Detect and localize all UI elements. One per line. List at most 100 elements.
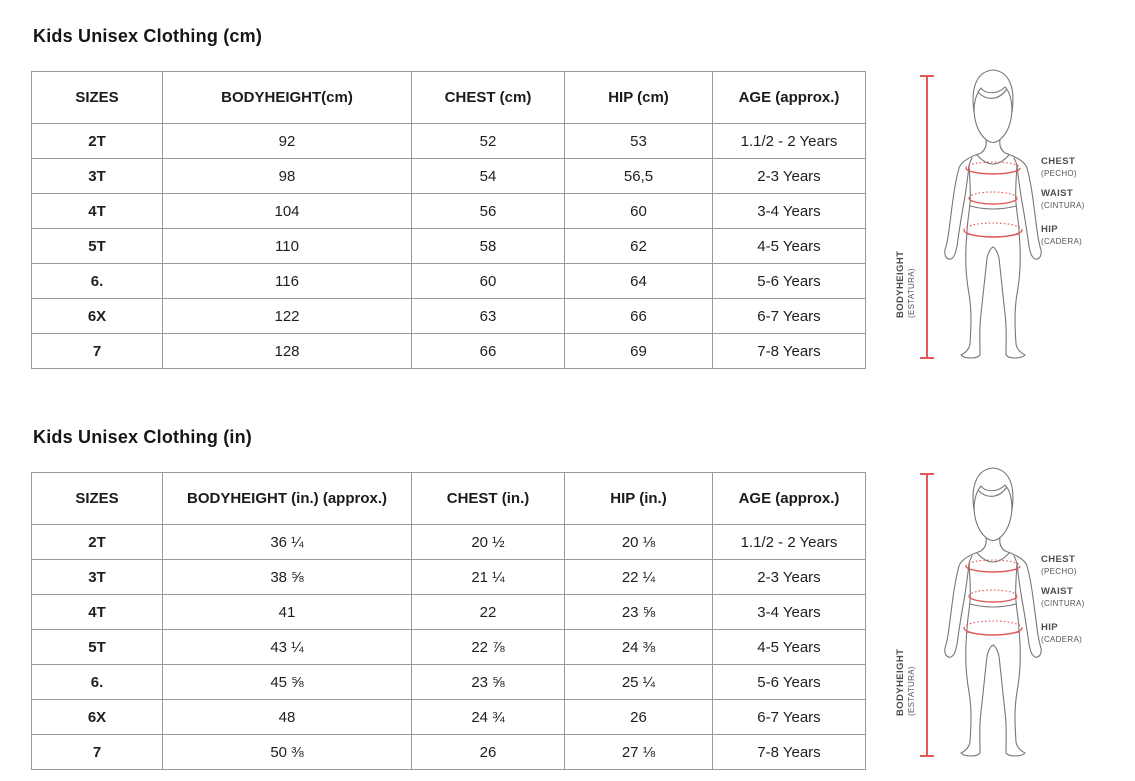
child-body-figure: BODYHEIGHT (ESTATURA)	[895, 69, 1084, 359]
waist-ring	[968, 589, 1018, 603]
hip-cell: 25 ¼	[564, 664, 713, 700]
size-cell: 7	[31, 333, 163, 369]
table-row: 4T 104 56 60 3-4 Years	[31, 193, 866, 229]
age-cell: 2-3 Years	[712, 158, 866, 194]
size-cell: 2T	[31, 123, 163, 159]
column-header-bodyheight: BODYHEIGHT(cm)	[162, 71, 412, 124]
age-cell: 4-5 Years	[712, 228, 866, 264]
size-cell: 6.	[31, 664, 163, 700]
bodyheight-cell: 122	[162, 298, 412, 334]
bodyheight-cell: 43 ¼	[162, 629, 412, 665]
header-row: SIZES BODYHEIGHT(cm) CHEST (cm) HIP (cm)…	[31, 71, 866, 124]
bodyheight-cell: 104	[162, 193, 412, 229]
age-cell: 7-8 Years	[712, 333, 866, 369]
header-row: SIZES BODYHEIGHT (in.) (approx.) CHEST (…	[31, 472, 866, 525]
waist-label: WAIST	[1041, 586, 1073, 597]
table-row: 7 128 66 69 7-8 Years	[31, 333, 866, 369]
size-cell: 4T	[31, 193, 163, 229]
hip-label: HIP	[1041, 622, 1058, 633]
column-header-sizes: SIZES	[31, 472, 163, 525]
chest-cell: 54	[411, 158, 565, 194]
hip-sublabel: (CADERA)	[1041, 237, 1082, 246]
hip-cell: 64	[564, 263, 713, 299]
age-cell: 1.1/2 - 2 Years	[712, 524, 866, 560]
table-row: 4T 41 22 23 ⅝ 3-4 Years	[31, 594, 866, 630]
waist-sublabel: (CINTURA)	[1041, 599, 1085, 608]
measurement-diagram-cm: BODYHEIGHT (ESTATURA)	[893, 60, 1135, 372]
age-cell: 3-4 Years	[712, 193, 866, 229]
age-cell: 6-7 Years	[712, 298, 866, 334]
age-cell: 4-5 Years	[712, 629, 866, 665]
bodyheight-sublabel: (ESTATURA)	[907, 666, 916, 716]
size-cell: 4T	[31, 594, 163, 630]
size-cell: 2T	[31, 524, 163, 560]
bodyheight-label: BODYHEIGHT	[895, 251, 906, 318]
table-row: 6X 122 63 66 6-7 Years	[31, 298, 866, 334]
chest-cell: 22	[411, 594, 565, 630]
chest-ring	[965, 161, 1021, 175]
section-cm: Kids Unisex Clothing (cm) SIZES BODYHEIG…	[31, 26, 866, 369]
column-header-chest: CHEST (cm)	[411, 71, 565, 124]
column-header-bodyheight: BODYHEIGHT (in.) (approx.)	[162, 472, 412, 525]
hip-cell: 60	[564, 193, 713, 229]
section-title-in: Kids Unisex Clothing (in)	[33, 427, 252, 447]
chest-cell: 60	[411, 263, 565, 299]
age-cell: 6-7 Years	[712, 699, 866, 735]
bodyheight-sublabel: (ESTATURA)	[907, 268, 916, 318]
chest-ring	[965, 559, 1021, 573]
bodyheight-cell: 110	[162, 228, 412, 264]
chest-cell: 63	[411, 298, 565, 334]
table-row: 5T 110 58 62 4-5 Years	[31, 228, 866, 264]
table-row: 3T 98 54 56,5 2-3 Years	[31, 158, 866, 194]
chest-cell: 26	[411, 734, 565, 770]
bodyheight-cell: 128	[162, 333, 412, 369]
table-row: 6X 48 24 ¾ 26 6-7 Years	[31, 699, 866, 735]
hip-cell: 56,5	[564, 158, 713, 194]
age-cell: 2-3 Years	[712, 559, 866, 595]
table-row: 2T 92 52 53 1.1/2 - 2 Years	[31, 123, 866, 159]
size-cell: 6X	[31, 699, 163, 735]
age-cell: 7-8 Years	[712, 734, 866, 770]
age-cell: 5-6 Years	[712, 664, 866, 700]
column-header-sizes: SIZES	[31, 71, 163, 124]
chest-cell: 66	[411, 333, 565, 369]
bodyheight-cell: 41	[162, 594, 412, 630]
bodyheight-measure-line	[920, 75, 934, 359]
age-cell: 5-6 Years	[712, 263, 866, 299]
hip-sublabel: (CADERA)	[1041, 635, 1082, 644]
body-outline	[944, 69, 1042, 359]
hip-cell: 62	[564, 228, 713, 264]
chest-cell: 23 ⅝	[411, 664, 565, 700]
size-cell: 6.	[31, 263, 163, 299]
chest-cell: 52	[411, 123, 565, 159]
chest-label: CHEST	[1041, 156, 1075, 167]
size-table-in: SIZES BODYHEIGHT (in.) (approx.) CHEST (…	[31, 472, 866, 770]
hip-ring	[963, 620, 1023, 636]
hip-cell: 24 ⅜	[564, 629, 713, 665]
size-cell: 3T	[31, 158, 163, 194]
waist-label: WAIST	[1041, 188, 1073, 199]
section-in: Kids Unisex Clothing (in) SIZES BODYHEIG…	[31, 427, 866, 770]
column-header-hip: HIP (in.)	[564, 472, 713, 525]
bodyheight-cell: 92	[162, 123, 412, 159]
chest-cell: 56	[411, 193, 565, 229]
hip-label: HIP	[1041, 224, 1058, 235]
chest-cell: 20 ½	[411, 524, 565, 560]
column-header-age: AGE (approx.)	[712, 472, 866, 525]
table-row: 6. 116 60 64 5-6 Years	[31, 263, 866, 299]
bodyheight-measure-line	[920, 473, 934, 757]
hip-cell: 20 ⅛	[564, 524, 713, 560]
bodyheight-cell: 45 ⅝	[162, 664, 412, 700]
table-row: 3T 38 ⅝ 21 ¼ 22 ¼ 2-3 Years	[31, 559, 866, 595]
size-cell: 5T	[31, 629, 163, 665]
hip-cell: 27 ⅛	[564, 734, 713, 770]
column-header-chest: CHEST (in.)	[411, 472, 565, 525]
size-cell: 5T	[31, 228, 163, 264]
size-cell: 3T	[31, 559, 163, 595]
column-header-hip: HIP (cm)	[564, 71, 713, 124]
table-row: 2T 36 ¼ 20 ½ 20 ⅛ 1.1/2 - 2 Years	[31, 524, 866, 560]
section-title-cm: Kids Unisex Clothing (cm)	[33, 26, 263, 46]
age-cell: 3-4 Years	[712, 594, 866, 630]
waist-ring	[968, 191, 1018, 205]
bodyheight-cell: 98	[162, 158, 412, 194]
